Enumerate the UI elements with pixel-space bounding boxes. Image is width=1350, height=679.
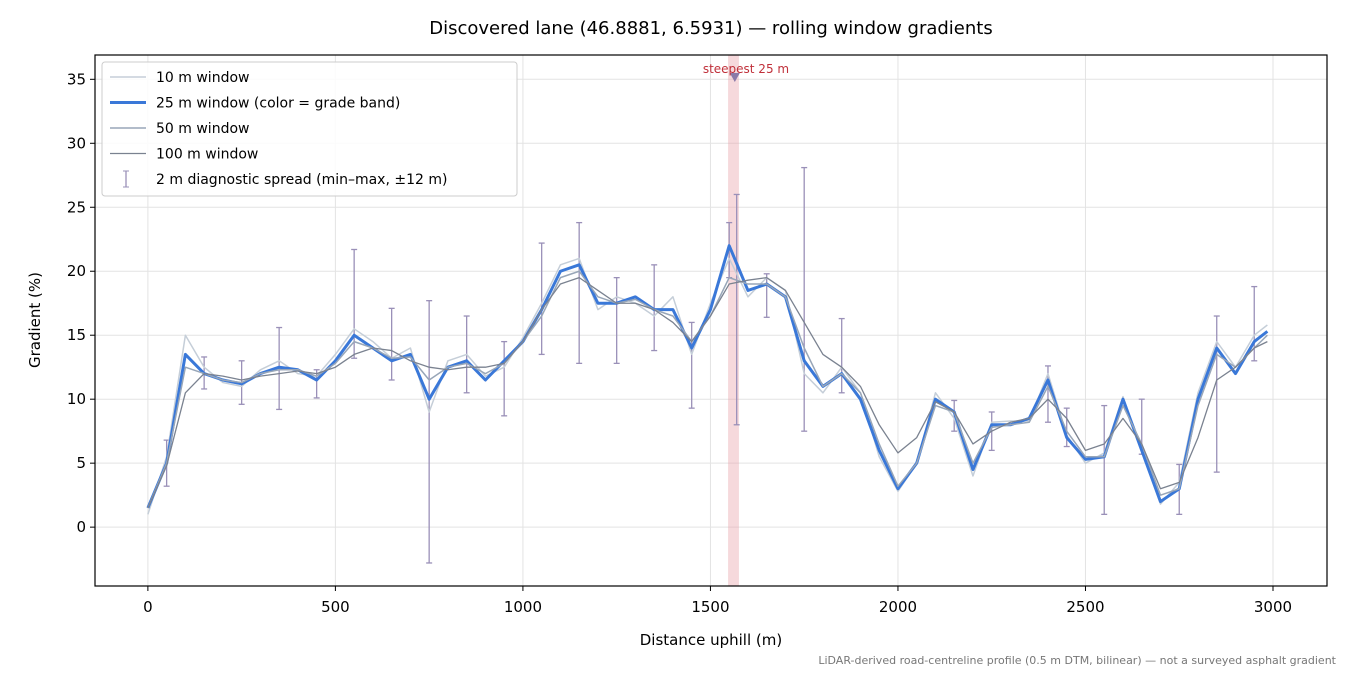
legend-label: 100 m window xyxy=(156,147,258,163)
legend-label: 10 m window xyxy=(156,70,249,86)
legend-box xyxy=(101,61,518,197)
annotation: steepest 25 m xyxy=(703,62,789,76)
y-axis-label: Gradient (%) xyxy=(26,272,44,368)
y-tick-label: 5 xyxy=(76,454,86,472)
error-bar xyxy=(801,166,808,432)
x-tick-label: 3000 xyxy=(1254,598,1292,616)
error-bar xyxy=(733,193,740,426)
error-bar xyxy=(538,242,545,356)
legend-label: 50 m window xyxy=(156,121,249,137)
highlight-band xyxy=(728,55,739,586)
x-tick-label: 1500 xyxy=(691,598,729,616)
y-tick-label: 20 xyxy=(67,262,86,280)
error-bar xyxy=(688,321,695,409)
legend-label: 25 m window (color = grade band) xyxy=(156,96,400,112)
x-axis-label: Distance uphill (m) xyxy=(640,631,782,649)
error-bar xyxy=(576,221,583,365)
error-bar xyxy=(763,273,770,318)
steepest-marker xyxy=(729,73,740,83)
legend-label: 2 m diagnostic spread (min–max, ±12 m) xyxy=(156,172,447,188)
chart-title: Discovered lane (46.8881, 6.5931) — roll… xyxy=(429,18,992,39)
x-tick-label: 2000 xyxy=(879,598,917,616)
x-tick-label: 0 xyxy=(143,598,153,616)
y-tick-label: 30 xyxy=(67,134,86,152)
error-bar xyxy=(313,369,320,399)
x-tick-label: 1000 xyxy=(504,598,542,616)
error-bar xyxy=(838,317,845,394)
error-bar xyxy=(426,300,433,564)
error-bar xyxy=(651,264,658,352)
y-tick-label: 25 xyxy=(67,198,86,216)
error-bar xyxy=(1101,404,1108,515)
series-line xyxy=(147,257,1268,515)
y-tick-label: 15 xyxy=(67,326,86,344)
series-line xyxy=(147,276,1268,509)
plot-frame xyxy=(94,54,1328,587)
y-tick-label: 10 xyxy=(67,390,86,408)
error-bar xyxy=(1063,407,1070,448)
error-bar xyxy=(388,307,395,381)
error-bar xyxy=(351,248,358,359)
y-tick-label: 35 xyxy=(67,70,86,88)
y-tick-label: 0 xyxy=(76,518,86,536)
x-tick-label: 2500 xyxy=(1066,598,1104,616)
error-bar xyxy=(613,276,620,365)
series-line xyxy=(146,244,1269,509)
footnote: LiDAR-derived road-centreline profile (0… xyxy=(818,654,1336,667)
x-tick-label: 500 xyxy=(321,598,350,616)
error-bar xyxy=(501,340,508,417)
legend: 10 m window 25 m window (color = grade ba… xyxy=(101,61,518,197)
